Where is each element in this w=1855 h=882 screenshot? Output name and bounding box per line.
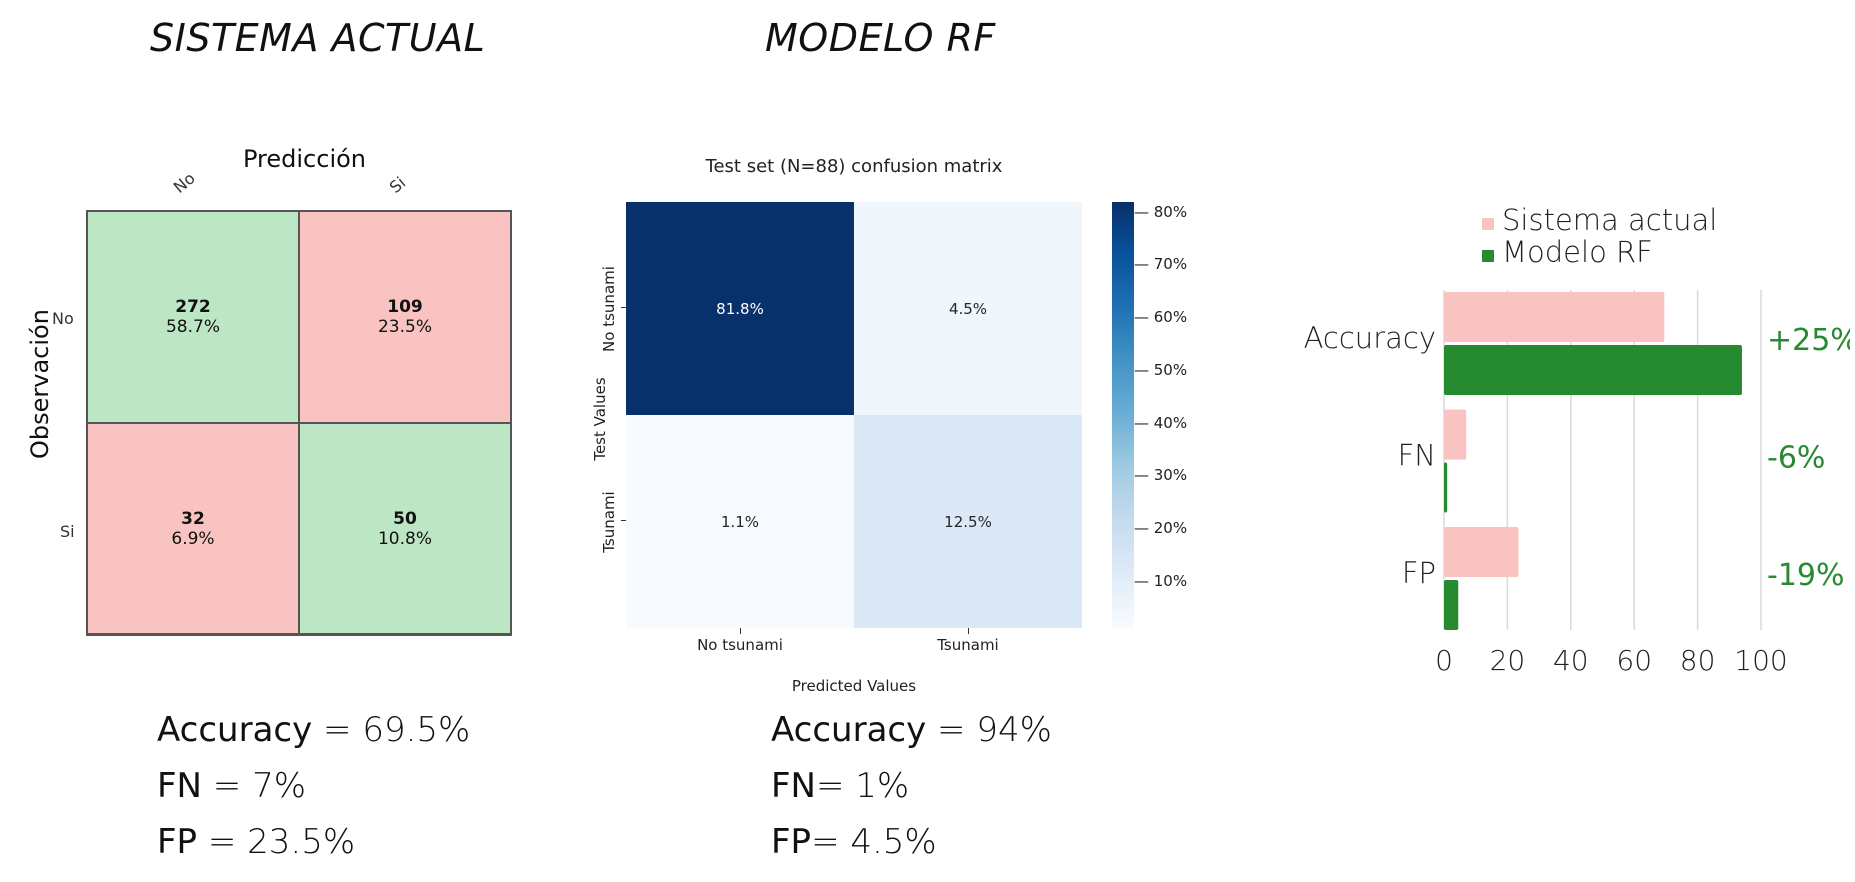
cm-rf-grid: 81.8% 4.5% 1.1% 12.5% xyxy=(626,202,1082,628)
cell-pct: 12.5% xyxy=(944,512,992,531)
category-label: Accuracy xyxy=(1304,321,1436,355)
metric-value: = 7% xyxy=(202,766,307,806)
colorbar-tick-label: — 60% xyxy=(1134,308,1188,327)
cm-actual-cell-tp: 50 10.8% xyxy=(300,424,510,633)
metric-value: = 4.5% xyxy=(811,822,937,862)
title-sistema-actual: SISTEMA ACTUAL xyxy=(150,16,486,60)
cm-rf-ylabel: Test Values xyxy=(591,377,609,461)
cm-rf-col-label-0: No tsunami xyxy=(697,636,783,654)
cell-pct: 10.8% xyxy=(377,528,432,549)
cm-actual-cell-fn: 32 6.9% xyxy=(88,424,300,633)
metric-rf-accuracy: Accuracy = 94% xyxy=(771,710,1052,750)
cm-actual-ylabel: Observación xyxy=(26,309,54,459)
metric-label: FP xyxy=(157,822,198,862)
cell-pct: 81.8% xyxy=(716,299,764,318)
bar xyxy=(1444,580,1459,630)
tick-mark xyxy=(740,628,741,634)
tick-mark xyxy=(621,307,627,308)
cm-actual-row-label-si: Si xyxy=(60,522,75,541)
delta-label: -19% xyxy=(1767,558,1845,593)
cell-pct: 4.5% xyxy=(948,299,988,318)
cm-rf-row-label-1: Tsunami xyxy=(600,491,618,553)
colorbar-tick-label: — 30% xyxy=(1134,466,1188,485)
colorbar-tick-label: — 20% xyxy=(1134,519,1188,538)
x-tick-label: 20 xyxy=(1490,644,1526,677)
x-tick-label: 0 xyxy=(1435,644,1453,677)
cm-actual-cell-fp: 109 23.5% xyxy=(300,212,510,424)
metric-actual-fn: FN = 7% xyxy=(157,766,306,806)
bar xyxy=(1444,527,1519,577)
metric-rf-fp: FP= 4.5% xyxy=(771,822,937,862)
cell-count: 272 xyxy=(175,297,211,317)
colorbar-tick-label: — 50% xyxy=(1134,360,1188,379)
delta-label: -6% xyxy=(1767,441,1825,476)
cell-count: 109 xyxy=(387,297,423,317)
cm-rf-cell-tn: 81.8% xyxy=(626,202,854,415)
tick-mark xyxy=(621,520,627,521)
cm-actual-col-label-si: Si xyxy=(385,173,410,197)
cell-count: 32 xyxy=(181,508,205,529)
cm-actual-grid: 272 58.7% 109 23.5% 32 6.9% 50 10.8% xyxy=(86,210,512,636)
cm-rf-col-label-1: Tsunami xyxy=(937,636,999,654)
delta-label: +25% xyxy=(1767,323,1850,358)
cm-actual-cell-tn: 272 58.7% xyxy=(88,212,300,424)
colorbar-tick-label: — 80% xyxy=(1134,202,1188,221)
cell-pct: 6.9% xyxy=(171,528,215,549)
metric-value: = 69.5% xyxy=(312,710,471,750)
metric-rf-fn: FN= 1% xyxy=(771,766,909,806)
legend-swatch xyxy=(1482,250,1494,262)
cell-pct: 58.7% xyxy=(165,317,220,337)
metric-value: = 94% xyxy=(926,710,1052,750)
colorbar-tick-label: — 70% xyxy=(1134,255,1188,274)
cell-pct: 23.5% xyxy=(377,317,432,337)
cm-rf-cell-tp: 12.5% xyxy=(854,415,1082,628)
x-tick-label: 40 xyxy=(1553,644,1589,677)
cm-rf-colorbar xyxy=(1112,202,1134,628)
cm-rf-row-label-0: No tsunami xyxy=(600,266,618,352)
cell-pct: 1.1% xyxy=(720,512,760,531)
title-modelo-rf: MODELO RF xyxy=(765,16,996,60)
metric-label: Accuracy xyxy=(157,710,313,750)
metric-value: = 23.5% xyxy=(197,822,356,862)
legend-label: Modelo RF xyxy=(1502,235,1653,269)
colorbar-tick-label: — 10% xyxy=(1134,572,1188,591)
cm-rf-xlabel: Predicted Values xyxy=(791,677,917,695)
category-label: FP xyxy=(1402,556,1436,590)
x-tick-label: 80 xyxy=(1680,644,1716,677)
metric-actual-accuracy: Accuracy = 69.5% xyxy=(157,710,470,750)
x-tick-label: 60 xyxy=(1616,644,1652,677)
metric-label: FP xyxy=(771,822,812,862)
bar xyxy=(1444,462,1448,513)
cm-actual-col-label-no: No xyxy=(169,168,199,197)
legend-label: Sistema actual xyxy=(1502,203,1717,237)
legend-swatch xyxy=(1482,218,1494,230)
cm-rf-cell-fp: 4.5% xyxy=(854,202,1082,415)
bar xyxy=(1444,409,1467,460)
cm-rf-title: Test set (N=88) confusion matrix xyxy=(705,156,1003,177)
metric-actual-fp: FP = 23.5% xyxy=(157,822,355,862)
colorbar-tick-label: — 40% xyxy=(1134,413,1188,432)
bar xyxy=(1444,345,1742,395)
cm-rf-colorbar-ticks: — 80% — 70% — 60% — 50% — 40% — 30% — 20% — 10% xyxy=(1134,202,1214,628)
bar xyxy=(1444,292,1665,342)
cm-actual-xlabel: Predicción xyxy=(243,145,367,173)
cm-rf-cell-fn: 1.1% xyxy=(626,415,854,628)
x-tick-label: 100 xyxy=(1734,644,1787,677)
cell-count: 50 xyxy=(393,508,417,529)
metric-label: Accuracy xyxy=(771,710,927,750)
metric-label: FN xyxy=(771,766,816,806)
tick-mark xyxy=(968,628,969,634)
metric-value: = 1% xyxy=(816,766,910,806)
metric-label: FN xyxy=(157,766,202,806)
category-label: FN xyxy=(1398,439,1436,473)
cm-actual-row-label-no: No xyxy=(52,309,74,328)
